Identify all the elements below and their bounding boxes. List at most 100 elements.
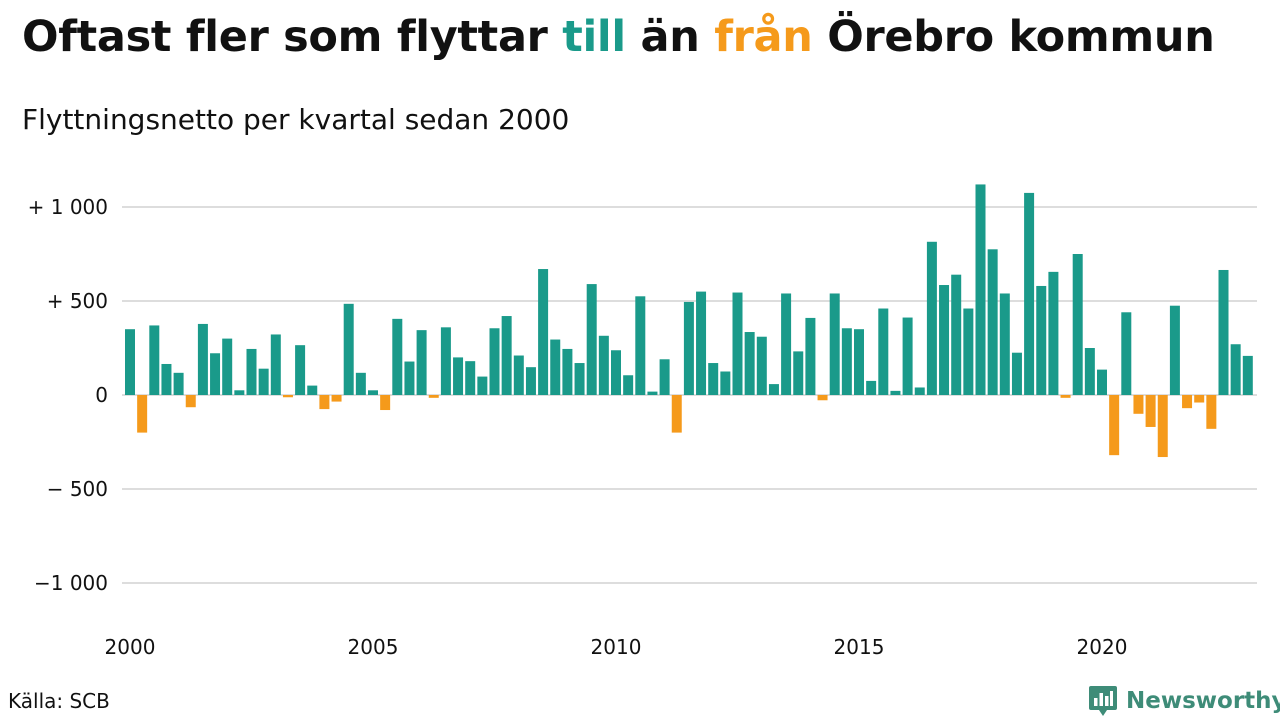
bar	[1230, 344, 1241, 395]
bar	[149, 325, 160, 395]
bar	[817, 395, 828, 401]
bar	[355, 372, 366, 395]
bar	[1194, 395, 1205, 403]
x-tick-label: 2000	[105, 635, 156, 659]
bar	[1169, 305, 1180, 395]
bar	[623, 375, 634, 395]
bar	[562, 348, 573, 395]
bar	[404, 361, 415, 395]
bar	[1242, 355, 1253, 395]
x-tick-label: 2015	[834, 635, 885, 659]
bar	[234, 390, 245, 395]
bar	[756, 336, 767, 395]
bar	[319, 395, 330, 410]
bar	[841, 328, 852, 395]
bar	[635, 296, 646, 395]
bar	[416, 330, 427, 395]
bar	[939, 285, 950, 395]
source-note: Källa: SCB	[8, 689, 110, 713]
bar	[185, 395, 196, 408]
bar	[513, 355, 524, 395]
y-tick-label: − 500	[47, 477, 108, 501]
bar	[926, 241, 937, 395]
y-tick-label: + 1 000	[28, 195, 108, 219]
bar	[210, 353, 221, 395]
bar	[258, 368, 269, 395]
bar	[428, 395, 439, 398]
bar	[829, 293, 840, 395]
bar	[173, 372, 184, 395]
bar	[683, 301, 694, 395]
bar	[307, 385, 318, 395]
axis-labels: + 1 000 + 500 0 − 500 −1 000 2000 2005 2010 2015…	[28, 195, 1128, 659]
bar	[1048, 271, 1059, 395]
bar	[854, 329, 864, 395]
bar	[368, 390, 378, 395]
bar	[538, 269, 549, 395]
bar	[805, 317, 816, 395]
bar	[282, 395, 293, 398]
chart-subtitle: Flyttningsnetto per kvartal sedan 2000	[22, 103, 570, 136]
bar	[1218, 269, 1229, 395]
bar	[1133, 395, 1144, 414]
x-tick-label: 2005	[348, 635, 399, 659]
bar-chart: + 1 000 + 500 0 − 500 −1 000 2000 2005 2010 2015…	[28, 184, 1257, 659]
bar	[951, 274, 962, 395]
x-tick-label: 2010	[591, 635, 642, 659]
bar	[659, 359, 670, 395]
bar	[295, 345, 306, 395]
bar	[586, 284, 597, 395]
newsworthy-logo: Newsworthy	[1088, 684, 1280, 718]
bar	[671, 395, 682, 433]
bar	[987, 249, 998, 395]
bar	[125, 329, 135, 395]
bar	[914, 387, 925, 395]
bar	[793, 351, 804, 395]
bar	[550, 339, 561, 395]
title-fran: från	[714, 12, 813, 62]
bars	[125, 184, 1253, 458]
bar	[1157, 395, 1168, 458]
bar	[1036, 285, 1047, 395]
bar	[781, 293, 792, 395]
bar	[1024, 192, 1035, 395]
title-part-1: Oftast fler som flyttar	[22, 12, 563, 62]
bar	[890, 390, 901, 395]
bar	[999, 293, 1010, 395]
bar	[696, 291, 707, 395]
x-tick-label: 2020	[1077, 635, 1128, 659]
title-till: till	[562, 12, 626, 62]
bar	[1206, 395, 1217, 429]
bar	[161, 363, 172, 395]
bar	[744, 332, 755, 395]
bar	[1121, 312, 1132, 395]
y-tick-label: −1 000	[34, 571, 108, 595]
bar	[1145, 395, 1156, 427]
bar	[708, 363, 719, 395]
bar	[270, 334, 281, 395]
bar	[963, 308, 974, 395]
bar	[477, 376, 488, 395]
bar	[392, 318, 403, 395]
bar	[878, 308, 889, 395]
bar	[1060, 395, 1071, 398]
bar	[866, 380, 877, 395]
bar	[975, 184, 986, 395]
bar	[331, 395, 342, 402]
bar	[501, 316, 512, 395]
chart-title: Oftast fler som flyttar till än från Öre…	[22, 12, 1215, 62]
bar	[1182, 395, 1193, 409]
bar	[1072, 254, 1083, 395]
bar	[1097, 369, 1107, 395]
bar	[440, 327, 451, 395]
title-part-2: än	[625, 12, 715, 62]
bar	[574, 363, 585, 395]
brand-name: Newsworthy	[1126, 688, 1280, 714]
bar	[720, 371, 731, 395]
bar	[732, 292, 743, 395]
bar	[1011, 352, 1022, 395]
bar	[1084, 348, 1095, 395]
bar	[380, 395, 391, 411]
bar	[137, 395, 148, 433]
bar	[647, 391, 658, 395]
